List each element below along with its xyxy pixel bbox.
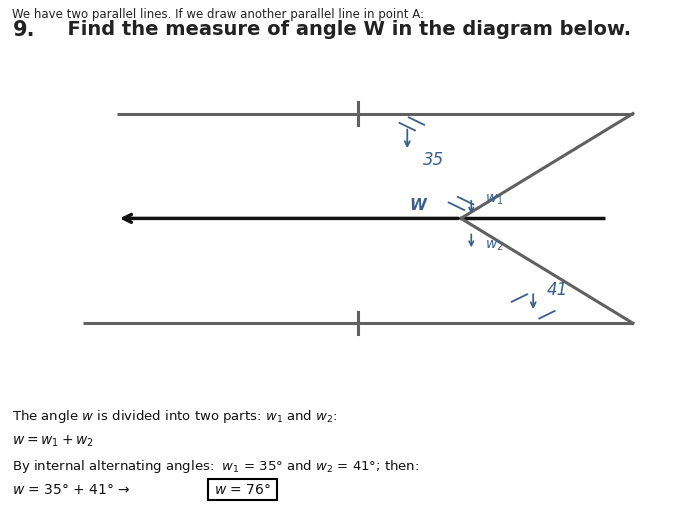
Text: 9.: 9.	[12, 20, 35, 40]
Text: $w = w_1 + w_2$: $w = w_1 + w_2$	[12, 433, 94, 449]
Text: $w_1$: $w_1$	[485, 192, 504, 207]
Text: The angle $w$ is divided into two parts: $w_1$ and $w_2$:: The angle $w$ is divided into two parts:…	[12, 408, 338, 425]
Text: Find the measure of angle W in the diagram below.: Find the measure of angle W in the diagr…	[54, 20, 631, 39]
Text: $w$ = 76°: $w$ = 76°	[214, 483, 271, 497]
Text: $w_2$: $w_2$	[485, 239, 504, 253]
Text: $w$ = 35° + 41° →: $w$ = 35° + 41° →	[12, 483, 131, 497]
Text: 35: 35	[423, 151, 444, 169]
Text: We have two parallel lines. If we draw another parallel line in point A:: We have two parallel lines. If we draw a…	[12, 8, 424, 21]
Text: By internal alternating angles:  $w_1$ = 35° and $w_2$ = 41°; then:: By internal alternating angles: $w_1$ = …	[12, 458, 420, 475]
Text: W: W	[409, 198, 427, 213]
Text: 41: 41	[547, 281, 568, 299]
